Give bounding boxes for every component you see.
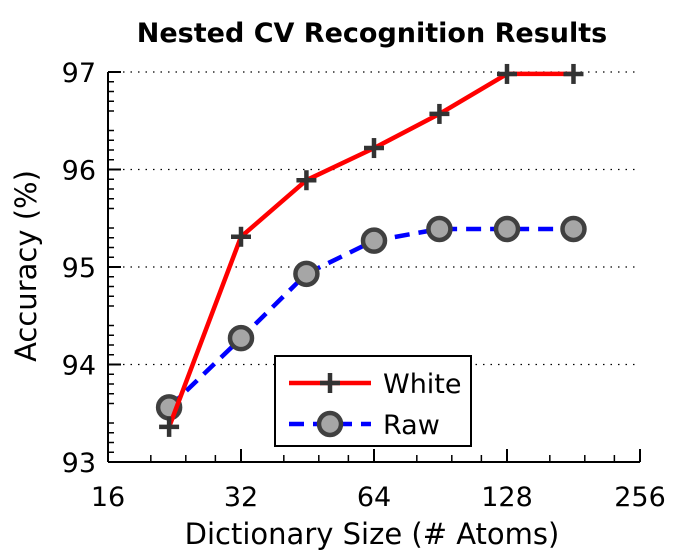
data-point-white-6 bbox=[563, 63, 584, 84]
x-tick-label-0: 16 bbox=[91, 482, 125, 513]
x-tick-label-1: 32 bbox=[224, 482, 258, 513]
series-raw bbox=[155, 215, 587, 421]
y-tick-label-3: 96 bbox=[62, 156, 96, 187]
x-axis-label: Dictionary Size (# Atoms) bbox=[185, 517, 560, 551]
data-point-raw-4 bbox=[426, 215, 453, 243]
data-point-white-0 bbox=[159, 416, 180, 437]
data-point-raw-6 bbox=[560, 215, 587, 243]
data-point-raw-1 bbox=[227, 324, 255, 352]
data-point-white-4 bbox=[429, 103, 450, 124]
data-point-white-2 bbox=[296, 170, 317, 191]
data-point-raw-3 bbox=[360, 227, 388, 254]
y-tick-label-2: 95 bbox=[62, 253, 96, 284]
data-point-raw-2 bbox=[293, 260, 320, 288]
y-tick-label-4: 97 bbox=[62, 58, 96, 89]
legend-label-raw: Raw bbox=[383, 410, 440, 441]
data-series bbox=[155, 63, 587, 437]
legend: White Raw bbox=[274, 355, 472, 447]
y-tick-label-0: 93 bbox=[62, 448, 96, 479]
x-tick-label-3: 128 bbox=[481, 482, 533, 513]
series-white bbox=[159, 63, 584, 437]
data-point-white-3 bbox=[364, 138, 384, 159]
x-tick-label-4: 256 bbox=[614, 482, 666, 513]
y-axis-label: Accuracy (%) bbox=[9, 170, 43, 362]
data-point-raw-5 bbox=[493, 215, 521, 243]
chart-title: Nested CV Recognition Results bbox=[137, 18, 607, 49]
axis-ticks: 93 94 95 96 97 16 32 64 128 256 bbox=[62, 58, 666, 513]
data-point-white-1 bbox=[231, 226, 251, 247]
x-tick-label-2: 64 bbox=[357, 482, 391, 513]
grid-lines bbox=[108, 71, 640, 366]
legend-marker-white bbox=[320, 373, 340, 393]
y-tick-label-1: 94 bbox=[62, 351, 96, 382]
legend-marker-raw bbox=[316, 410, 344, 438]
legend-label-white: White bbox=[383, 369, 462, 400]
data-point-white-5 bbox=[497, 63, 517, 84]
legend-box bbox=[274, 355, 472, 447]
